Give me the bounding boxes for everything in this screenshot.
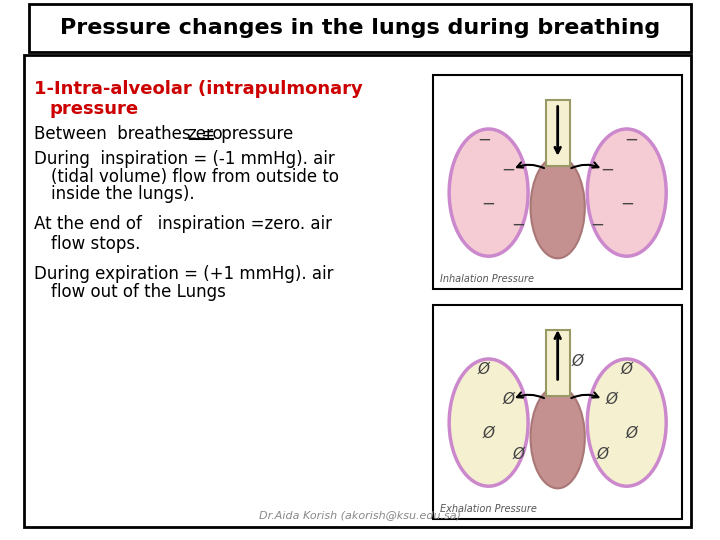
Text: −: − (477, 131, 490, 149)
Text: Inhalation Pressure: Inhalation Pressure (440, 274, 534, 284)
Text: Dr.Aida Korish (akorish@ksu.edu.sa): Dr.Aida Korish (akorish@ksu.edu.sa) (259, 510, 461, 520)
FancyBboxPatch shape (29, 4, 691, 52)
Text: At the end of   inspiration =zero. air: At the end of inspiration =zero. air (35, 215, 333, 233)
Text: pressure: pressure (50, 100, 138, 118)
Text: −: − (501, 160, 516, 178)
Ellipse shape (531, 157, 585, 258)
Text: −: − (511, 215, 525, 233)
Text: Ø: Ø (572, 354, 583, 369)
Text: Ø: Ø (482, 426, 495, 441)
Text: inside the lungs).: inside the lungs). (51, 185, 195, 203)
Ellipse shape (588, 359, 666, 486)
Text: Ø: Ø (596, 447, 608, 462)
Ellipse shape (588, 129, 666, 256)
Text: pressure: pressure (216, 125, 293, 143)
Text: Ø: Ø (626, 426, 638, 441)
Text: −: − (600, 160, 614, 178)
Ellipse shape (449, 129, 528, 256)
FancyBboxPatch shape (433, 75, 682, 289)
Text: Ø: Ø (512, 447, 524, 462)
FancyBboxPatch shape (546, 330, 570, 396)
Text: flow out of the Lungs: flow out of the Lungs (51, 283, 226, 301)
Text: −: − (620, 194, 634, 212)
Text: −: − (482, 194, 495, 212)
Text: zero: zero (186, 125, 222, 143)
Text: During  inspiration = (-1 mmHg). air: During inspiration = (-1 mmHg). air (35, 150, 335, 168)
Text: Ø: Ø (503, 392, 514, 407)
Text: flow stops.: flow stops. (51, 235, 140, 253)
Text: Pressure changes in the lungs during breathing: Pressure changes in the lungs during bre… (60, 18, 660, 38)
Text: Ø: Ø (606, 392, 618, 407)
Text: Ø: Ø (621, 362, 633, 377)
Text: (tidal volume) flow from outside to: (tidal volume) flow from outside to (51, 168, 339, 186)
Text: −: − (625, 131, 639, 149)
Text: −: − (590, 215, 604, 233)
Ellipse shape (531, 387, 585, 488)
Text: During expiration = (+1 mmHg). air: During expiration = (+1 mmHg). air (35, 265, 334, 283)
Text: 1-Intra-alveolar (intrapulmonary: 1-Intra-alveolar (intrapulmonary (35, 80, 363, 98)
Ellipse shape (449, 359, 528, 486)
Text: Between  breathes  =: Between breathes = (35, 125, 215, 143)
FancyBboxPatch shape (433, 305, 682, 519)
FancyBboxPatch shape (546, 100, 570, 166)
Text: Exhalation Pressure: Exhalation Pressure (440, 504, 537, 514)
Text: Ø: Ø (477, 362, 490, 377)
FancyBboxPatch shape (24, 55, 691, 527)
